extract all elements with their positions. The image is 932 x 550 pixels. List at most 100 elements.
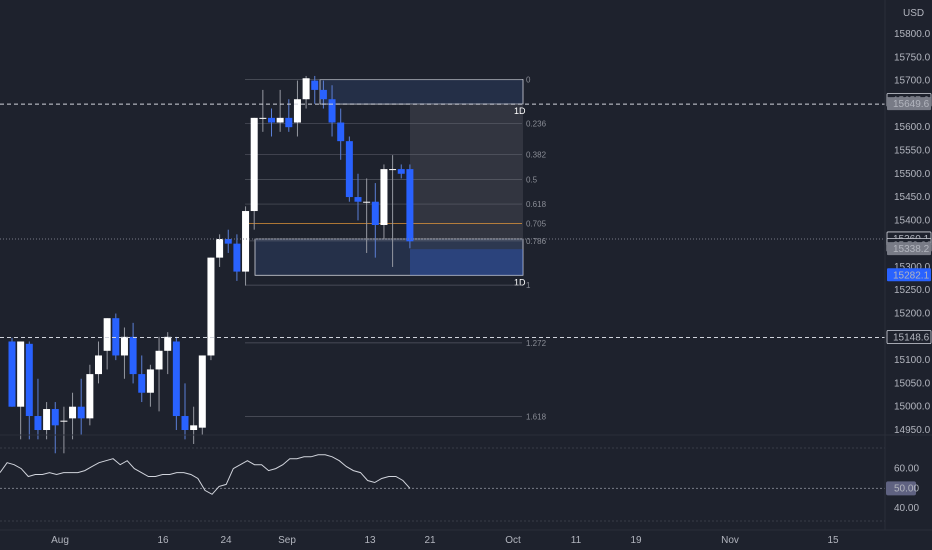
candle-body bbox=[268, 117, 275, 123]
fib-label[interactable]: 0.786 bbox=[526, 237, 547, 246]
candle-body bbox=[259, 117, 267, 119]
candle-body bbox=[120, 336, 128, 356]
candle-body bbox=[397, 169, 405, 174]
osc-tick: 60.00 bbox=[894, 464, 919, 475]
time-tick: Aug bbox=[51, 535, 69, 546]
fib-label[interactable]: 0.236 bbox=[526, 119, 547, 128]
fib-label[interactable]: 1 bbox=[526, 281, 531, 290]
price-tick: 15050.0 bbox=[894, 378, 931, 389]
candle-body bbox=[112, 318, 120, 356]
osc-line bbox=[0, 454, 411, 495]
candle-body bbox=[207, 257, 215, 356]
price-tick: 15450.0 bbox=[894, 192, 931, 203]
candle-body bbox=[60, 420, 68, 422]
candle-body bbox=[389, 169, 397, 171]
time-tick: 16 bbox=[157, 535, 169, 546]
fib-label[interactable]: 0.618 bbox=[526, 200, 547, 209]
candle-body bbox=[328, 99, 336, 123]
fib-label[interactable]: 0.382 bbox=[526, 151, 547, 160]
price-badge-label: 15148.6 bbox=[893, 332, 930, 343]
candle-body bbox=[363, 201, 371, 203]
price-badge bbox=[886, 330, 932, 344]
time-tick: 24 bbox=[220, 535, 232, 546]
candle-body bbox=[293, 99, 301, 123]
osc-tick: 40.00 bbox=[894, 503, 919, 514]
candle-body bbox=[354, 197, 362, 202]
price-badge-label: 15338.2 bbox=[893, 244, 930, 255]
candle-body bbox=[233, 243, 241, 272]
candle-body bbox=[371, 201, 379, 226]
supply-zone bbox=[319, 79, 524, 105]
candle-body bbox=[224, 238, 232, 244]
osc-current-label: 50.00 bbox=[894, 483, 919, 494]
target-zone bbox=[410, 249, 523, 276]
time-tick: Oct bbox=[505, 535, 521, 546]
candle-body bbox=[198, 355, 206, 428]
candle-body bbox=[181, 416, 189, 430]
candle-body bbox=[319, 89, 327, 100]
price-tick: 15500.0 bbox=[894, 169, 931, 180]
drawing-zones: 1D 1D bbox=[254, 79, 526, 287]
time-tick: 13 bbox=[364, 535, 376, 546]
price-tick: 15600.0 bbox=[894, 122, 931, 133]
price-tick: 14950.0 bbox=[894, 425, 931, 436]
candlestick-series bbox=[8, 75, 414, 454]
fib-label[interactable]: 0.5 bbox=[526, 175, 538, 184]
time-tick: Nov bbox=[721, 535, 739, 546]
candle-body bbox=[25, 343, 33, 417]
candle-body bbox=[216, 238, 224, 258]
candle-body bbox=[250, 117, 258, 212]
price-lines bbox=[0, 103, 885, 338]
price-tick: 15200.0 bbox=[894, 309, 931, 320]
zone-label-bottom: 1D bbox=[514, 277, 526, 287]
candle-body bbox=[43, 409, 51, 430]
osc-current-badge bbox=[886, 481, 916, 496]
currency-label: USD bbox=[903, 8, 924, 19]
candle-body bbox=[190, 425, 198, 430]
price-tick: 15550.0 bbox=[894, 145, 931, 156]
candle-body bbox=[146, 369, 154, 393]
price-tick: 15400.0 bbox=[894, 215, 931, 226]
time-tick: 11 bbox=[571, 535, 582, 546]
candle-body bbox=[172, 341, 180, 417]
candle-body bbox=[155, 350, 163, 370]
fib-label[interactable]: 0.705 bbox=[526, 220, 547, 229]
candle-body bbox=[17, 341, 25, 407]
candle-body bbox=[51, 409, 59, 426]
oscillator-pane[interactable] bbox=[0, 434, 932, 522]
candle-body bbox=[69, 406, 77, 419]
fib-label[interactable]: 1.618 bbox=[526, 412, 547, 421]
candle-body bbox=[8, 341, 16, 407]
candle-body bbox=[103, 318, 111, 351]
price-tick: 15250.0 bbox=[894, 285, 931, 296]
price-axis[interactable]: USD15800.015750.015700.015650.015600.015… bbox=[884, 0, 932, 530]
candle-body bbox=[129, 336, 137, 375]
price-tick: 15300.0 bbox=[894, 262, 931, 273]
fib-label[interactable]: 1.272 bbox=[526, 339, 547, 348]
candle-body bbox=[164, 336, 172, 351]
candle-body bbox=[311, 80, 319, 90]
demand-zone bbox=[254, 238, 524, 276]
candle-body bbox=[77, 406, 85, 419]
candle-body bbox=[406, 169, 414, 242]
price-tick: 15000.0 bbox=[894, 402, 931, 413]
time-tick: 21 bbox=[424, 535, 436, 546]
candle-body bbox=[34, 416, 42, 430]
price-tick: 15700.0 bbox=[894, 76, 931, 87]
price-badge bbox=[887, 242, 931, 256]
time-axis[interactable]: Aug 16 24 Sep 13 21 Oct 11 19 Nov 15 bbox=[0, 529, 932, 546]
candle-body bbox=[242, 211, 250, 272]
price-badge-label: 15282.1 bbox=[893, 270, 930, 281]
candle-body bbox=[86, 374, 94, 419]
candle-body bbox=[302, 78, 310, 100]
price-tick: 15750.0 bbox=[894, 52, 931, 63]
time-tick: 15 bbox=[827, 535, 839, 546]
candle-body bbox=[276, 117, 284, 123]
price-tick: 15800.0 bbox=[894, 29, 931, 40]
price-badge-label: 15649.6 bbox=[893, 99, 930, 110]
fib-label[interactable]: 0 bbox=[526, 76, 531, 85]
price-badge bbox=[887, 97, 931, 111]
candle-body bbox=[345, 141, 353, 198]
time-tick: Sep bbox=[278, 535, 296, 546]
